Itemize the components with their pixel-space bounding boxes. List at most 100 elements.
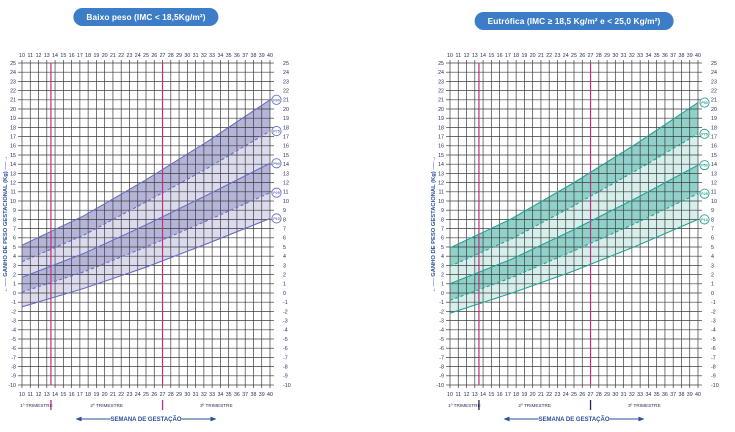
y-tick-label-left: 18 [438,125,444,131]
y-tick-label-right: 11 [711,190,717,196]
percentile-marker-label-P10: P10 [701,218,708,222]
y-tick-label-left: 17 [438,135,444,141]
y-tick-label-left: -5 [439,337,444,343]
y-tick-label-left: -7 [11,355,16,361]
y-tick-label-left: 3 [441,263,444,269]
percentile-line-P90 [21,99,271,246]
x-tick-label-top: 23 [127,53,133,59]
x-tick-label-top: 20 [102,53,108,59]
y-tick-label-right: 9 [283,208,286,214]
y-tick-label-left: 13 [10,171,16,177]
y-tick-label-right: 20 [711,107,717,113]
x-tick-label-bottom: 13 [44,392,50,398]
x-tick-label-top: 18 [513,53,519,59]
y-tick-label-right: -7 [283,355,288,361]
y-tick-label-left: 19 [10,116,16,122]
x-tick-label-bottom: 13 [472,392,478,398]
x-tick-label-bottom: 30 [184,392,190,398]
x-tick-label-bottom: 38 [251,392,257,398]
y-tick-label-left: -6 [11,346,16,352]
x-tick-label-top: 12 [36,53,42,59]
x-tick-label-top: 21 [110,53,116,59]
y-tick-label-left: 8 [13,217,16,223]
y-tick-label-left: -7 [439,355,444,361]
y-tick-label-left: 23 [10,79,16,85]
y-tick-label-left: -10 [8,383,16,389]
y-tick-label-right: 19 [283,116,289,122]
y-tick-label-right: 7 [283,227,286,233]
x-tick-label-top: 30 [184,53,190,59]
y-tick-label-right: -8 [711,365,716,371]
y-tick-label-left: 22 [438,89,444,95]
y-tick-label-left: -9 [439,374,444,380]
x-tick-label-bottom: 39 [259,392,265,398]
y-tick-label-left: 24 [438,70,444,76]
x-tick-label-top: 39 [259,53,265,59]
x-axis-arrow-left [75,416,82,422]
x-tick-label-bottom: 20 [102,392,108,398]
y-tick-label-right: 7 [711,227,714,233]
percentile-marker-P10 [699,214,710,225]
y-tick-label-left: 20 [438,107,444,113]
y-tick-label-right: 10 [711,199,717,205]
y-tick-label-left: -2 [11,309,16,315]
x-tick-label-top: 19 [521,53,527,59]
y-tick-label-right: 14 [711,162,717,168]
percentile-marker-P25 [699,188,710,199]
y-tick-label-left: 9 [13,208,16,214]
percentile-marker-label-P25: P25 [701,192,708,196]
x-tick-label-top: 24 [563,53,569,59]
y-tick-label-right: -10 [283,383,291,389]
y-tick-label-right: 6 [283,236,286,242]
y-tick-label-right: 23 [283,79,289,85]
y-tick-label-right: 4 [283,254,286,260]
x-tick-label-top: 38 [251,53,257,59]
x-axis-arrow-right [638,416,645,422]
percentile-marker-label-P90: P90 [701,101,708,105]
x-tick-label-bottom: 34 [217,392,223,398]
x-tick-label-top: 25 [571,53,577,59]
y-tick-label-left: 15 [438,153,444,159]
x-tick-label-top: 19 [93,53,99,59]
x-tick-label-bottom: 17 [505,392,511,398]
y-tick-label-right: 1 [283,282,286,288]
y-tick-label-right: 17 [711,135,717,141]
y-tick-label-left: 19 [438,116,444,122]
y-tick-label-left: 0 [13,291,16,297]
y-tick-label-left: 2 [441,273,444,279]
y-tick-label-right: -2 [283,309,288,315]
chart-panel-baixo-peso: 10 10 11 11 12 12 13 13 14 14 15 15 16 16 17 17 18 18 19 19… [0,0,367,432]
x-tick-label-top: 27 [588,53,594,59]
x-tick-label-top: 33 [637,53,643,59]
x-tick-label-top: 28 [168,53,174,59]
chart-title-pill-eutrofica: Eutrófica (IMC ≥ 18,5 Kg/m² e < 25,0 Kg/… [474,12,674,30]
x-tick-label-top: 15 [488,53,494,59]
y-tick-label-right: 16 [711,144,717,150]
x-tick-label-top: 27 [160,53,166,59]
y-tick-label-left: 14 [10,162,16,168]
x-tick-label-top: 20 [530,53,536,59]
y-tick-label-right: 4 [711,254,714,260]
trimester-label: 3º TRIMESTRE [628,403,661,408]
x-tick-label-top: 14 [480,53,486,59]
x-tick-label-bottom: 35 [226,392,232,398]
x-tick-label-top: 30 [612,53,618,59]
x-tick-label-top: 11 [456,53,462,59]
x-tick-label-bottom: 34 [645,392,651,398]
y-tick-label-left: 9 [441,208,444,214]
y-tick-label-right: 24 [711,70,717,76]
x-tick-label-bottom: 30 [612,392,618,398]
y-axis-title: ←── GANHO DE PESO GESTACIONAL (Kg) ──→ [3,156,9,293]
x-tick-label-bottom: 28 [596,392,602,398]
x-tick-label-top: 38 [679,53,685,59]
y-tick-label-left: 11 [439,190,445,196]
x-tick-label-top: 40 [695,53,701,59]
x-tick-label-bottom: 26 [151,392,157,398]
x-tick-label-bottom: 16 [497,392,503,398]
chart-panel-eutrofica: 10 10 11 11 12 12 13 13 14 14 15 15 16 16 17 17 18 18 19 19… [367,0,735,432]
y-tick-label-left: -4 [439,328,444,334]
y-axis-title: ←── GANHO DE PESO GESTACIONAL (Kg) ──→ [431,156,437,293]
x-tick-label-top: 21 [538,53,544,59]
y-tick-label-left: 13 [438,171,444,177]
x-axis-title: SEMANA DE GESTAÇÃO [538,416,609,423]
